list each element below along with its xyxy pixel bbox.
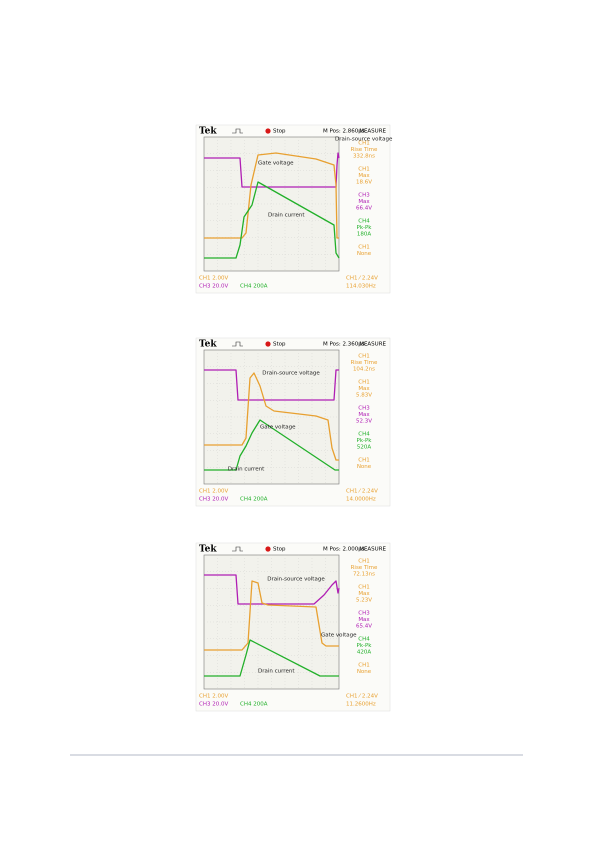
channel-scale: CH4 200A — [240, 284, 268, 290]
measurement-value: 5.83V — [356, 393, 372, 399]
measurement-channel: CH1 — [358, 167, 369, 173]
frequency: 11.2600Hz — [346, 702, 376, 708]
channel-scale: CH3 20.0V — [199, 284, 228, 290]
drain-current-trace — [204, 181, 340, 259]
position: M Pos: 2.000µs — [323, 547, 365, 553]
measurement-name: Max — [358, 199, 370, 205]
measurement-channel: CH1 — [358, 559, 369, 565]
channel-scale: CH3 20.0V — [199, 702, 228, 708]
measurement-name: None — [357, 251, 372, 257]
measurement-name: Rise Time — [351, 360, 378, 366]
measurement-channel: CH3 — [358, 193, 370, 199]
measurement-channel: CH1 — [358, 663, 369, 669]
measurement-channel: CH3 — [358, 406, 370, 412]
measurement-name: None — [357, 464, 372, 470]
status: Stop — [273, 129, 286, 135]
trigger-level: CH1 ⁄ 2.24V — [346, 276, 378, 282]
measurement-value: 18.6V — [356, 180, 372, 186]
measurement-channel: CH1 — [358, 458, 369, 464]
frequency: 114.030Hz — [346, 284, 376, 290]
measurement-name: Max — [358, 412, 370, 418]
trace-label: Drain-source voltage — [267, 577, 325, 583]
stop-indicator — [265, 546, 271, 552]
measurement-name: Rise Time — [351, 565, 378, 571]
trace-label: Gate voltage — [258, 161, 294, 167]
measurement-name: None — [357, 669, 372, 675]
position: M Pos: 2.860µs — [323, 129, 365, 135]
measurement-value: 52.3V — [356, 419, 372, 425]
measurement-value: 5.23V — [356, 598, 372, 604]
drain-current-trace — [204, 639, 339, 677]
channel-scale: CH1 2.00V — [199, 276, 228, 282]
graticule — [203, 136, 340, 272]
measurement-name: Pk-Pk — [357, 643, 373, 649]
menu: MEASURE — [359, 342, 386, 348]
measurement-channel: CH1 — [358, 585, 369, 591]
measurement-value: 72.13ns — [353, 572, 375, 578]
measurement-channel: CH1 — [358, 380, 369, 386]
measurement-value: 420A — [357, 650, 371, 656]
measurement-name: Pk-Pk — [357, 438, 373, 444]
trigger-icon — [232, 128, 243, 134]
measurement-channel: CH1 — [358, 141, 369, 147]
trace-label: Drain current — [228, 467, 265, 473]
measurement-value: 104.2ns — [353, 367, 375, 373]
trace-label: Drain current — [258, 669, 295, 675]
channel-scale: CH4 200A — [240, 702, 268, 708]
trigger-level: CH1 ⁄ 2.24V — [346, 694, 378, 700]
trace-label: Gate voltage — [260, 425, 296, 431]
channel-scale: CH1 2.00V — [199, 489, 228, 495]
frequency: 14.0000Hz — [346, 497, 376, 503]
measurement-name: Max — [358, 386, 370, 392]
menu: MEASURE — [359, 547, 386, 553]
trigger-level: CH1 ⁄ 2.24V — [346, 489, 378, 495]
stop-indicator — [265, 341, 271, 347]
menu: MEASURE — [359, 129, 386, 135]
measurement-channel: CH4 — [358, 637, 370, 643]
position: M Pos: 2.360µs — [323, 342, 365, 348]
measurement-channel: CH3 — [358, 611, 370, 617]
brand: Tek — [199, 127, 217, 137]
trigger-icon — [232, 546, 243, 552]
measurement-name: Rise Time — [351, 147, 378, 153]
stop-indicator — [265, 128, 271, 134]
channel-scale: CH4 200A — [240, 497, 268, 503]
brand: Tek — [199, 545, 217, 555]
measurement-channel: CH4 — [358, 219, 370, 225]
brand: Tek — [199, 340, 217, 350]
measurement-channel: CH4 — [358, 432, 370, 438]
measurement-channel: CH1 — [358, 354, 369, 360]
gate-trace — [204, 372, 339, 461]
measurement-name: Max — [358, 173, 370, 179]
channel-scale: CH1 2.00V — [199, 694, 228, 700]
measurement-channel: CH1 — [358, 245, 369, 251]
measurement-name: Max — [358, 617, 370, 623]
measurement-value: 180A — [357, 232, 371, 238]
trigger-icon — [232, 341, 243, 347]
gate-trace — [204, 152, 339, 239]
measurement-name: Pk-Pk — [357, 225, 373, 231]
measurement-value: 65.4V — [356, 624, 372, 630]
trace-label: Drain-source voltage — [335, 137, 393, 143]
measurement-value: 520A — [357, 445, 371, 451]
measurement-value: 332.8ns — [353, 154, 375, 160]
channel-scale: CH3 20.0V — [199, 497, 228, 503]
measurement-name: Max — [358, 591, 370, 597]
status: Stop — [273, 547, 286, 553]
trace-label: Gate voltage — [321, 633, 357, 639]
gate-trace — [204, 580, 339, 651]
graticule — [203, 554, 340, 690]
status: Stop — [273, 342, 286, 348]
trace-label: Drain-source voltage — [262, 371, 320, 377]
drain-source-trace — [204, 574, 340, 605]
drain-current-trace — [204, 419, 339, 471]
trace-label: Drain current — [268, 213, 305, 219]
drain-source-trace — [204, 369, 339, 401]
measurement-value: 66.4V — [356, 206, 372, 212]
